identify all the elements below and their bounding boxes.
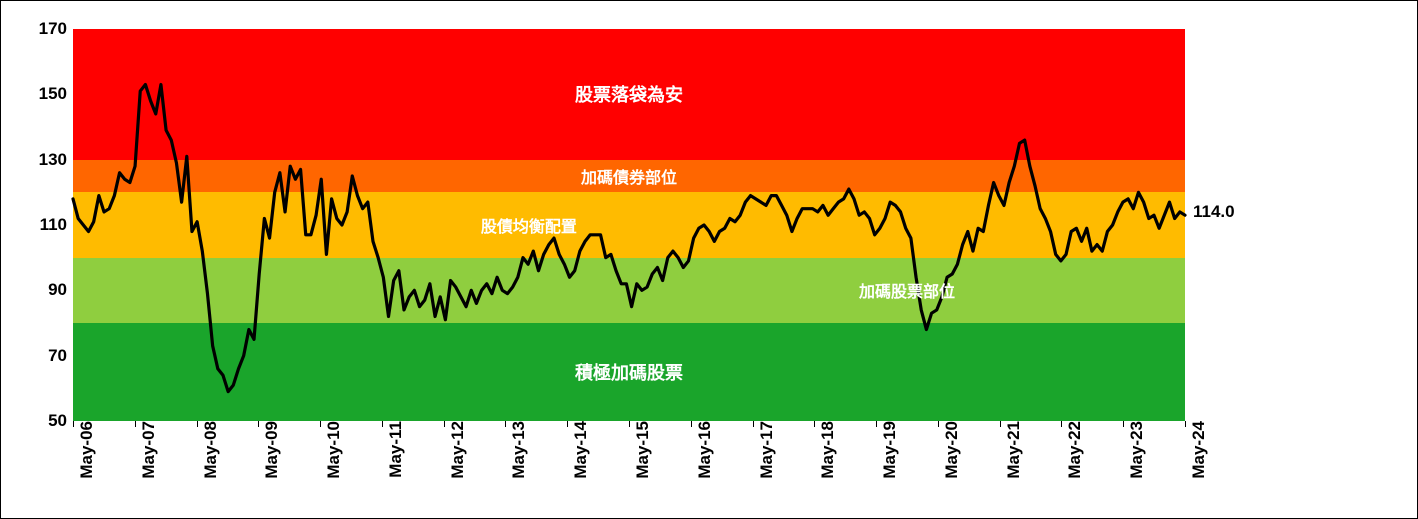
x-tick-May-12: May-12	[448, 421, 468, 479]
x-tick-May-07: May-07	[139, 421, 159, 479]
x-tick-May-18: May-18	[818, 421, 838, 479]
x-tick-mark	[1000, 421, 1001, 427]
x-tick-mark	[505, 421, 506, 427]
y-tick-110: 110	[40, 215, 67, 235]
x-tick-mark	[814, 421, 815, 427]
x-tick-mark	[135, 421, 136, 427]
x-tick-mark	[629, 421, 630, 427]
series-path	[73, 85, 1185, 392]
x-tick-May-21: May-21	[1004, 421, 1024, 479]
y-tick-150: 150	[39, 84, 67, 104]
y-tick-90: 90	[48, 280, 67, 300]
x-tick-mark	[753, 421, 754, 427]
sentiment-chart: 股票落袋為安加碼債券部位股債均衡配置加碼股票部位積極加碼股票 50 70 90 110 1…	[0, 0, 1418, 519]
x-tick-mark	[1061, 421, 1062, 427]
x-tick-May-19: May-19	[880, 421, 900, 479]
x-tick-May-17: May-17	[757, 421, 777, 479]
x-tick-May-09: May-09	[262, 421, 282, 479]
y-tick-70: 70	[48, 346, 67, 366]
x-tick-mark	[1185, 421, 1186, 427]
x-tick-mark	[73, 421, 74, 427]
band-label-2: 股債均衡配置	[481, 213, 577, 237]
x-tick-May-10: May-10	[324, 421, 344, 479]
x-tick-mark	[444, 421, 445, 427]
x-tick-mark	[382, 421, 383, 427]
plot-area: 股票落袋為安加碼債券部位股債均衡配置加碼股票部位積極加碼股票5070901101…	[73, 29, 1185, 421]
x-tick-May-11: May-11	[386, 421, 406, 478]
y-tick-50: 50	[48, 411, 67, 431]
x-tick-mark	[567, 421, 568, 427]
x-tick-mark	[197, 421, 198, 427]
x-tick-May-13: May-13	[509, 421, 529, 479]
x-tick-May-15: May-15	[633, 421, 653, 479]
x-tick-mark	[691, 421, 692, 427]
band-label-3: 加碼股票部位	[859, 278, 955, 302]
x-tick-mark	[1123, 421, 1124, 427]
x-tick-May-20: May-20	[942, 421, 962, 479]
x-tick-May-06: May-06	[77, 421, 97, 479]
band-label-4: 積極加碼股票	[575, 359, 683, 385]
x-tick-mark	[320, 421, 321, 427]
series-end-label: 114.0	[1193, 202, 1235, 222]
x-tick-May-08: May-08	[201, 421, 221, 479]
y-tick-130: 130	[39, 150, 67, 170]
x-tick-May-14: May-14	[571, 421, 591, 479]
x-tick-May-24: May-24	[1189, 421, 1209, 479]
y-tick-170: 170	[39, 19, 67, 39]
band-label-0: 股票落袋為安	[575, 81, 683, 107]
x-tick-mark	[938, 421, 939, 427]
x-tick-May-22: May-22	[1065, 421, 1085, 479]
x-tick-May-16: May-16	[695, 421, 715, 479]
band-label-1: 加碼債券部位	[581, 164, 677, 188]
x-tick-May-23: May-23	[1127, 421, 1147, 479]
x-tick-mark	[258, 421, 259, 427]
x-tick-mark	[876, 421, 877, 427]
